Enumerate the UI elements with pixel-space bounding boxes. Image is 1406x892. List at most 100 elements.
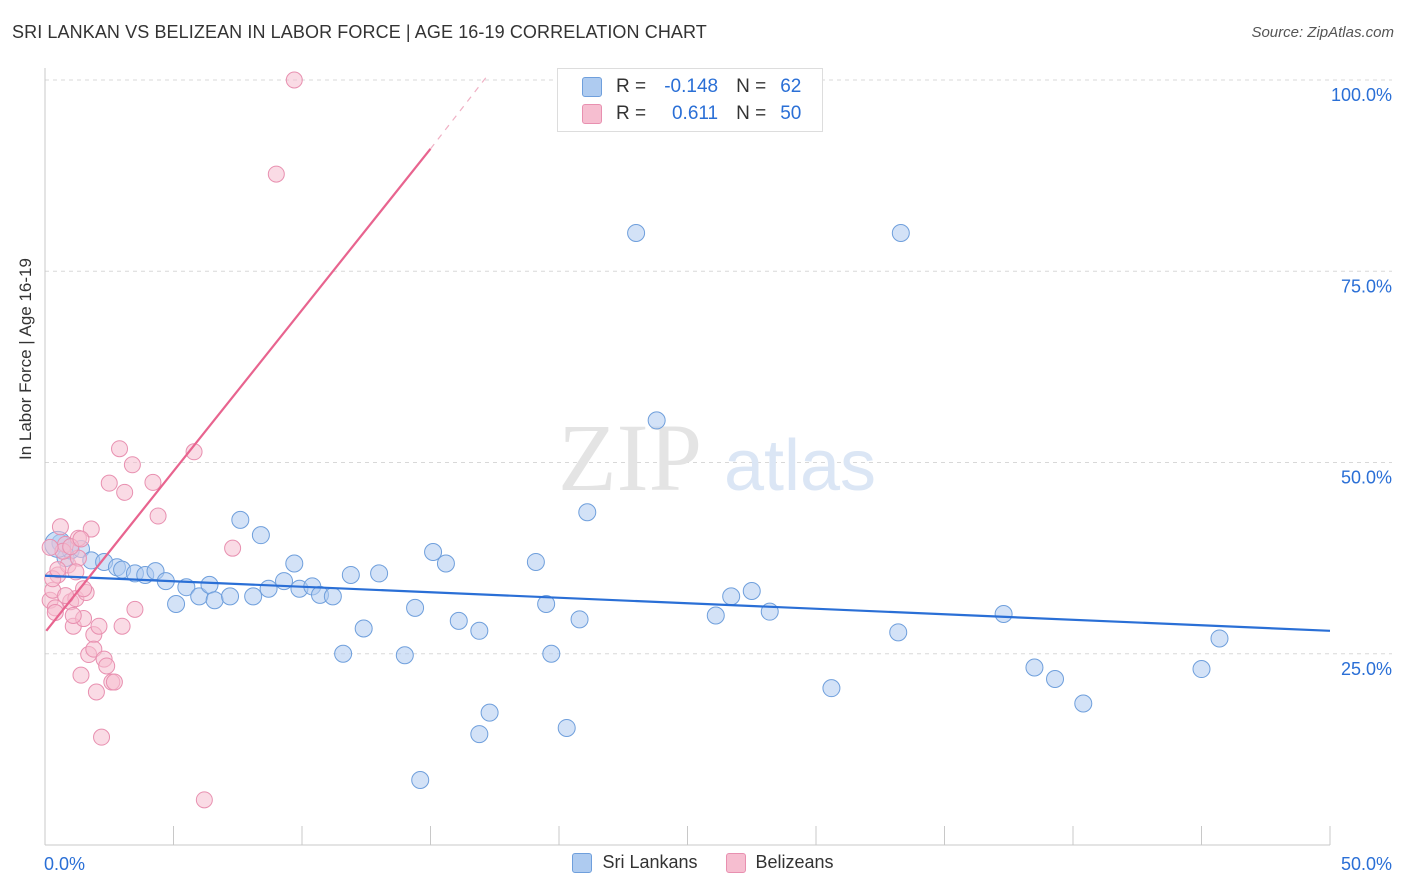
data-point-belizeans: [64, 607, 82, 624]
data-point-sri-lankans: [889, 623, 908, 642]
y-tick-label: 25.0%: [1341, 659, 1392, 679]
data-point-sri-lankans: [470, 725, 489, 744]
series-legend: Sri Lankans Belizeans: [0, 852, 1406, 873]
legend-swatch-sri-lankans: [572, 852, 593, 873]
data-point-sri-lankans: [244, 587, 263, 606]
data-point-sri-lankans: [542, 644, 561, 663]
data-point-sri-lankans: [891, 224, 910, 242]
data-point-sri-lankans: [449, 611, 468, 630]
data-point-belizeans: [85, 640, 103, 658]
data-point-belizeans: [285, 71, 303, 89]
legend-row-sri-lankans: R = -0.148 N = 62: [582, 75, 801, 99]
y-axis-label: In Labor Force | Age 16-19: [16, 258, 35, 460]
watermark: ZIP atlas: [558, 404, 876, 511]
data-point-sri-lankans: [647, 411, 666, 430]
legend-label-belizeans: Belizeans: [755, 852, 834, 872]
data-point-sri-lankans: [627, 224, 646, 242]
data-point-belizeans: [93, 728, 111, 746]
legend-item-belizeans[interactable]: Belizeans: [725, 852, 834, 873]
legend-swatch-sri-lankans: [582, 77, 602, 97]
data-point-sri-lankans: [578, 503, 597, 522]
data-point-sri-lankans: [722, 587, 741, 606]
data-point-sri-lankans: [1210, 629, 1229, 648]
trend-line-sri-lankans: [44, 574, 1331, 632]
data-point-belizeans: [41, 538, 59, 556]
data-point-sri-lankans: [470, 621, 489, 640]
y-tick-label: 100.0%: [1331, 85, 1392, 105]
data-point-sri-lankans: [231, 510, 250, 529]
legend-n-value: 62: [780, 76, 802, 97]
legend-r-label: R =: [616, 103, 647, 124]
trend-lines: [44, 75, 1331, 632]
legend-r-value: -0.148: [664, 76, 719, 97]
trend-line-belizeans-extension: [430, 75, 488, 150]
data-point-belizeans: [100, 474, 118, 492]
data-point-sri-lankans: [1192, 660, 1211, 679]
legend-r-value: 0.611: [671, 103, 719, 124]
legend-label-sri-lankans: Sri Lankans: [602, 852, 698, 872]
data-point-sri-lankans: [323, 587, 342, 606]
data-point-belizeans: [111, 440, 129, 458]
data-point-sri-lankans: [557, 718, 576, 737]
legend-n-value: 50: [780, 103, 802, 124]
data-point-belizeans: [51, 518, 69, 536]
data-point-belizeans: [72, 530, 90, 548]
data-point-sri-lankans: [167, 595, 186, 614]
x-tick-label: 50.0%: [1341, 854, 1392, 874]
trend-line-belizeans: [45, 148, 432, 632]
legend-item-sri-lankans[interactable]: Sri Lankans: [572, 852, 698, 873]
data-point-sri-lankans: [526, 552, 545, 571]
data-point-belizeans: [267, 165, 285, 183]
data-point-belizeans: [149, 507, 167, 525]
data-point-belizeans: [72, 666, 90, 684]
chart-title: SRI LANKAN VS BELIZEAN IN LABOR FORCE | …: [12, 22, 707, 42]
data-point-sri-lankans: [221, 587, 240, 606]
data-point-sri-lankans: [395, 646, 414, 665]
data-point-belizeans: [126, 600, 144, 618]
data-point-sri-lankans: [424, 543, 443, 562]
watermark-zip: ZIP: [558, 404, 702, 511]
legend-r-label: R =: [616, 76, 647, 97]
source-label: Source: ZipAtlas.com: [1251, 24, 1394, 41]
axes: [44, 68, 1331, 846]
sri-lankans-points: [44, 224, 1229, 789]
data-point-sri-lankans: [285, 554, 304, 573]
legend-swatch-belizeans: [725, 852, 746, 873]
legend-row-belizeans: R = 0.611 N = 50: [582, 102, 801, 126]
data-point-sri-lankans: [200, 575, 219, 594]
data-point-belizeans: [224, 539, 242, 557]
data-point-belizeans: [98, 657, 116, 675]
data-point-sri-lankans: [370, 564, 389, 583]
legend-swatch-belizeans: [582, 104, 602, 124]
data-point-sri-lankans: [259, 579, 278, 598]
watermark-atlas: atlas: [724, 426, 876, 506]
data-point-sri-lankans: [334, 644, 353, 663]
stats-legend: R = -0.148 N = 62 R = 0.611 N = 50: [557, 68, 823, 132]
data-point-belizeans: [144, 473, 162, 491]
data-point-sri-lankans: [354, 619, 373, 638]
data-point-sri-lankans: [822, 679, 841, 698]
data-point-sri-lankans: [994, 604, 1013, 623]
data-point-belizeans: [75, 580, 93, 598]
data-point-belizeans: [116, 483, 134, 501]
data-point-belizeans: [105, 673, 123, 691]
data-point-sri-lankans: [480, 703, 499, 722]
belizeans-points: [41, 71, 303, 809]
data-point-belizeans: [82, 520, 100, 538]
y-tick-label: 50.0%: [1341, 468, 1392, 488]
data-point-sri-lankans: [251, 526, 270, 545]
tick-labels: 25.0% 50.0% 75.0% 100.0% 0.0% 50.0%: [44, 85, 1392, 874]
data-point-belizeans: [123, 456, 141, 474]
data-point-belizeans: [113, 617, 131, 635]
legend-n-label: N =: [736, 103, 767, 124]
data-point-belizeans: [87, 683, 105, 701]
data-point-belizeans: [90, 617, 108, 635]
data-point-sri-lankans: [411, 770, 430, 789]
data-point-sri-lankans: [570, 610, 589, 629]
gridlines: [45, 79, 1392, 655]
data-point-sri-lankans: [706, 606, 725, 625]
data-point-sri-lankans: [742, 582, 761, 601]
data-point-belizeans: [49, 561, 67, 579]
data-point-sri-lankans: [1025, 658, 1044, 677]
